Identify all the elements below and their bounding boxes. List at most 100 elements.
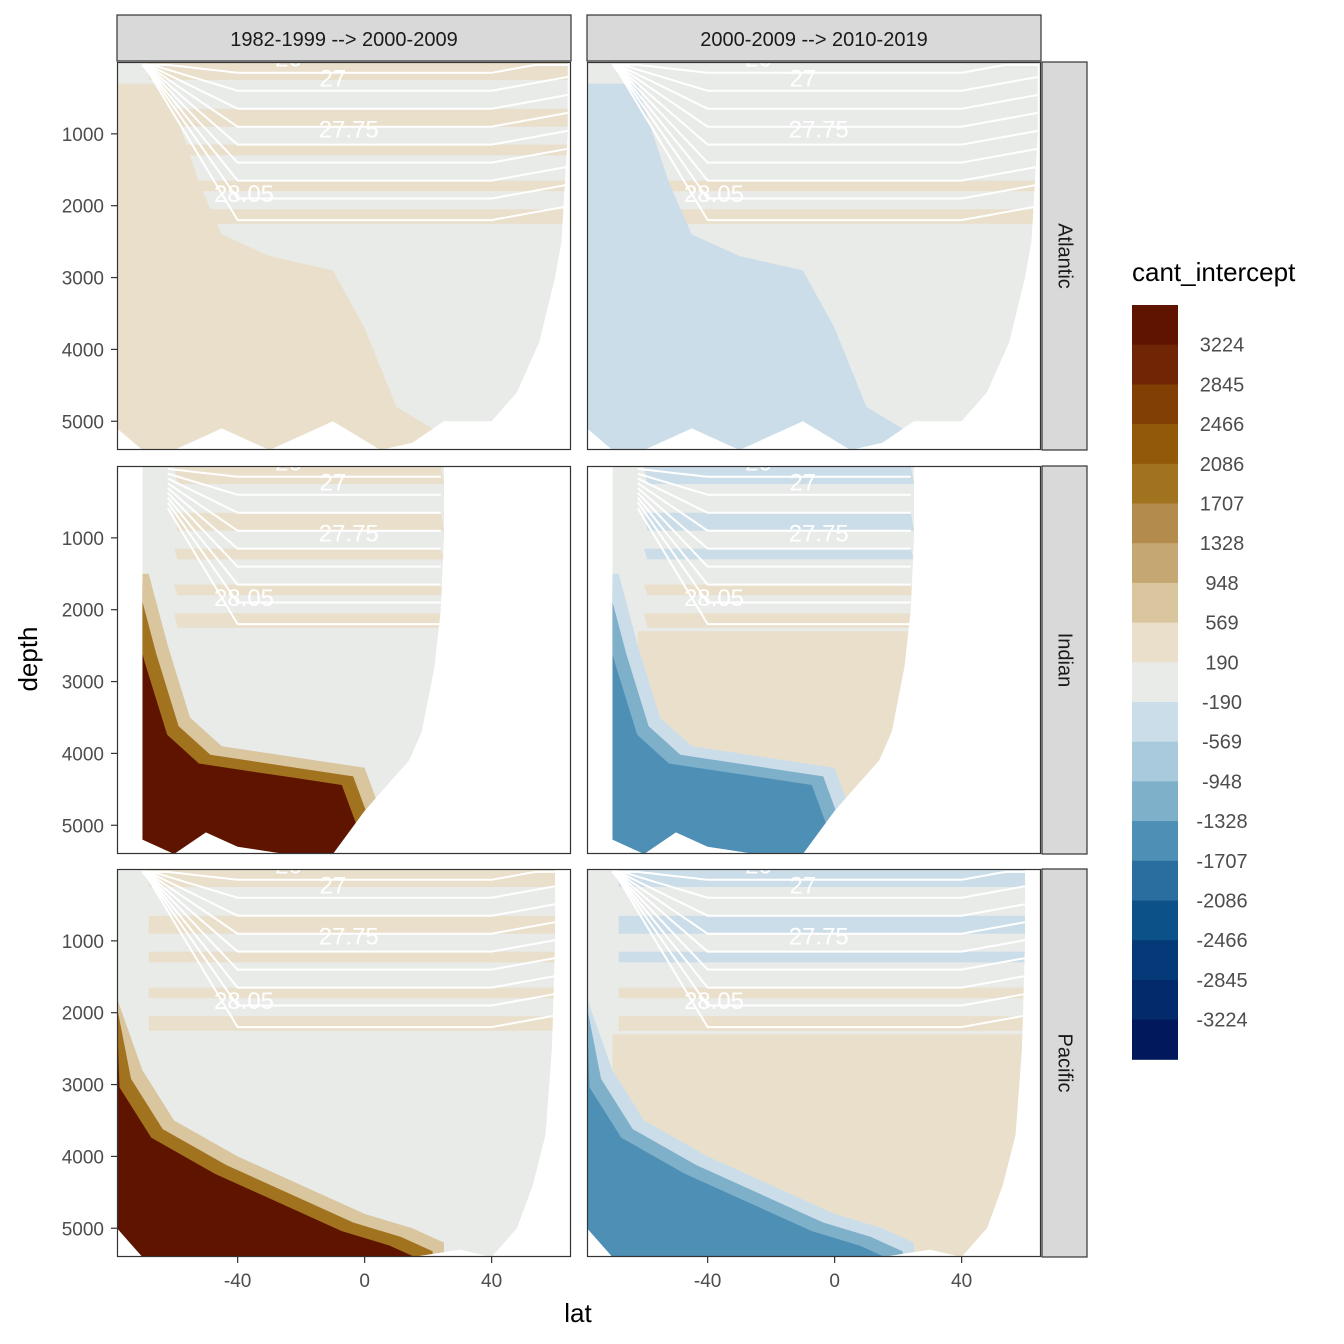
legend-label: 2466	[1200, 414, 1245, 436]
contour-fill-band	[618, 915, 1026, 934]
legend: cant_intercept 3224 2845 2466 2086 1707 1328 94…	[1132, 257, 1296, 1060]
isopycnal-label: 26	[275, 449, 302, 476]
panel-border	[116, 61, 572, 451]
panel-indian-1: 26 27 27.75 28.05	[116, 449, 572, 855]
contour-fill-band	[618, 1016, 1026, 1031]
isopycnal-label: 27.75	[319, 116, 379, 143]
isopycnal-line	[612, 870, 1026, 935]
y-tick-label: 1000	[62, 125, 104, 146]
isopycnal-label: 27.75	[789, 520, 849, 547]
contour-fill-band	[618, 108, 1038, 127]
isopycnal-line	[141, 871, 556, 1029]
isopycnal-line	[637, 482, 911, 532]
contour-fill-band	[618, 987, 1026, 999]
isopycnal-line	[167, 492, 441, 568]
x-tick-label: 40	[951, 1271, 972, 1292]
isopycnal-line	[612, 63, 1038, 92]
legend-swatch	[1132, 860, 1178, 901]
isopycnal-line	[142, 63, 568, 110]
isopycnal-line	[142, 63, 568, 128]
isopycnal-line	[142, 870, 556, 881]
contour-fill-band	[644, 466, 914, 484]
panel-border	[116, 465, 572, 855]
isopycnal-line	[142, 870, 556, 953]
isopycnal-line	[611, 871, 1026, 989]
y-tick-label: 1000	[62, 932, 104, 953]
y-tick-label: 4000	[62, 744, 104, 765]
isopycnal-line	[611, 64, 1038, 182]
contour-fill-band	[174, 548, 444, 560]
column-strip-label: 2000-2009 --> 2010-2019	[700, 29, 927, 51]
isopycnal-label: 27.75	[789, 116, 849, 143]
y-tick-label: 2000	[62, 1004, 104, 1025]
isopycnal-lines: 26 27 27.75 28.05	[636, 466, 911, 626]
isopycnal-line	[636, 501, 911, 604]
seafloor-mask	[117, 466, 571, 854]
isopycnal-line	[637, 496, 911, 586]
contour-fill-band	[148, 951, 556, 963]
isopycnal-line	[612, 870, 1026, 899]
row-strip-label: Indian	[1054, 633, 1076, 688]
y-tick-label: 3000	[62, 1076, 104, 1097]
legend-swatch	[1132, 702, 1178, 743]
contour-fill-band	[148, 915, 556, 934]
panel-atlantic-2: 26 27 27.75 28.05	[586, 61, 1042, 451]
panel-border	[586, 465, 1042, 855]
isopycnal-label: 28.05	[684, 988, 744, 1015]
x-tick-label: 0	[829, 1271, 840, 1292]
seafloor-mask	[587, 466, 1041, 854]
isopycnal-label: 28.05	[214, 585, 274, 612]
contour-field: 26 27 27.75 28.05	[587, 62, 1041, 450]
isopycnal-line	[167, 467, 441, 478]
contour-fill-band	[644, 613, 914, 628]
legend-title: cant_intercept	[1132, 257, 1296, 287]
y-tick-label: 3000	[62, 673, 104, 694]
legend-swatch	[1132, 662, 1178, 703]
y-tick-label: 5000	[62, 816, 104, 837]
facet-strips: 1982-1999 --> 2000-2009 2000-2009 --> 201…	[116, 14, 1088, 1258]
panel-pacific-2: 26 27 27.75 28.05	[586, 868, 1042, 1258]
isopycnal-lines: 26 27 27.75 28.05	[141, 869, 556, 1029]
isopycnal-line	[167, 496, 441, 586]
panel-border	[116, 868, 572, 1258]
legend-swatch	[1132, 622, 1178, 663]
contour-fill-band	[174, 584, 444, 596]
isopycnal-line	[637, 487, 911, 550]
isopycnal-line	[142, 870, 556, 899]
contour-fill-mid	[637, 537, 914, 854]
axes: 1000200030004000500010002000300040005000…	[13, 125, 972, 1328]
row-strip-label: Pacific	[1054, 1034, 1076, 1093]
y-tick-label: 4000	[62, 1147, 104, 1168]
facet-panels: 26 27 27.75 28.05 26 27 27.75 28.05 26 27 27.75 28.…	[116, 61, 1042, 1258]
isopycnal-line	[141, 64, 568, 182]
y-tick-label: 1000	[62, 529, 104, 550]
isopycnal-line	[637, 467, 911, 478]
legend-label: -3224	[1196, 1010, 1247, 1032]
contour-field: 26 27 27.75 28.05	[117, 449, 571, 854]
isopycnal-label: 27	[790, 872, 817, 899]
isopycnal-line	[167, 487, 441, 550]
isopycnal-line	[142, 63, 568, 92]
row-strip	[1041, 868, 1088, 1258]
isopycnal-label: 28.05	[214, 181, 274, 208]
contour-field: 26 27 27.75 28.05	[587, 869, 1041, 1257]
y-tick-label: 5000	[62, 1219, 104, 1240]
y-axis-title: depth	[13, 626, 43, 691]
legend-label: 3224	[1200, 335, 1245, 357]
legend-label: 2086	[1200, 454, 1245, 476]
legend-swatch	[1132, 582, 1178, 624]
legend-label: 1707	[1200, 494, 1245, 516]
contour-fill-band	[618, 62, 1038, 80]
legend-label: 948	[1205, 573, 1238, 595]
isopycnal-line	[611, 871, 1026, 1029]
legend-swatch	[1132, 384, 1178, 425]
panel-border	[586, 61, 1042, 451]
legend-swatch	[1132, 821, 1178, 862]
row-strip	[1041, 465, 1088, 855]
contour-fill-band	[148, 144, 568, 156]
x-tick-label: 40	[481, 1271, 502, 1292]
isopycnal-label: 28.05	[684, 585, 744, 612]
contour-fill-band	[644, 512, 914, 531]
isopycnal-line	[142, 63, 568, 74]
contour-field: 26 27 27.75 28.05	[587, 466, 1041, 854]
